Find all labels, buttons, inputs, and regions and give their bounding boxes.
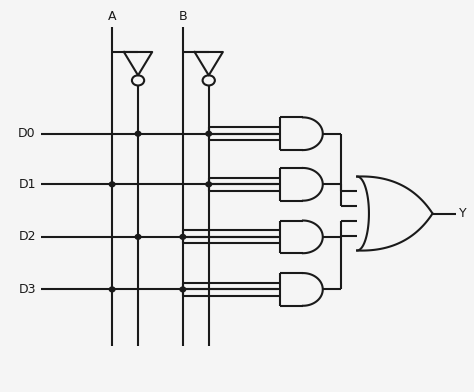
Circle shape [109, 182, 115, 187]
Circle shape [206, 131, 211, 136]
Text: A: A [108, 10, 117, 23]
Circle shape [135, 234, 141, 239]
Circle shape [109, 287, 115, 292]
Text: B: B [179, 10, 187, 23]
Circle shape [206, 182, 211, 187]
Text: Y: Y [458, 207, 466, 220]
Text: D3: D3 [18, 283, 36, 296]
Circle shape [135, 131, 141, 136]
Text: D1: D1 [18, 178, 36, 191]
Circle shape [180, 234, 186, 239]
Circle shape [180, 287, 186, 292]
Text: D2: D2 [18, 230, 36, 243]
Text: D0: D0 [18, 127, 36, 140]
